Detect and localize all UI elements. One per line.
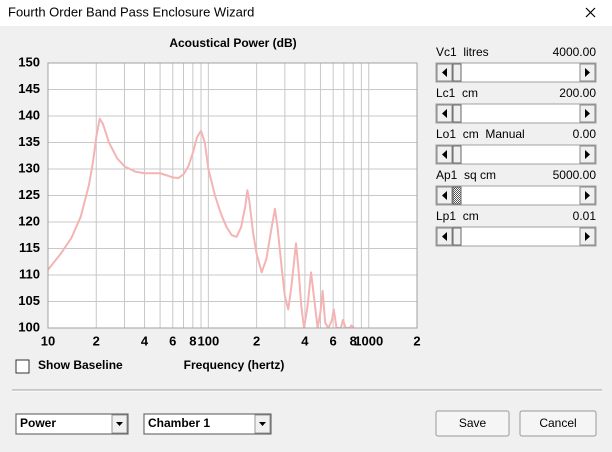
- chart-title: Acoustical Power (dB): [169, 36, 296, 50]
- arrow: [442, 191, 447, 200]
- x-tick-label: 2: [93, 333, 100, 348]
- x-tick-label: 6: [330, 333, 337, 348]
- slider[interactable]: [435, 185, 597, 206]
- dropdown-text[interactable]: Power: [20, 416, 56, 430]
- y-tick-label: 145: [18, 81, 40, 96]
- x-tick-label: 100: [198, 333, 220, 348]
- dropdown-box[interactable]: [143, 413, 272, 435]
- slider-thumb[interactable]: [452, 104, 462, 123]
- parameter-value: 4000.00: [553, 45, 597, 59]
- checkbox-label[interactable]: Show Baseline: [38, 358, 123, 372]
- arrow: [585, 191, 590, 200]
- slider[interactable]: [435, 62, 597, 83]
- x-tick-label: 10: [41, 333, 55, 348]
- arrow: [585, 68, 590, 77]
- arrow: [442, 68, 447, 77]
- y-tick-label: 140: [18, 107, 40, 122]
- y-tick-label: 115: [19, 240, 40, 255]
- y-tick-label: 135: [18, 134, 40, 149]
- y-tick-label: 110: [19, 266, 40, 281]
- arrow: [585, 109, 590, 118]
- arrow: [585, 232, 590, 241]
- plot-frame: [47, 62, 418, 329]
- y-tick-label: 150: [18, 54, 40, 69]
- slider-track[interactable]: [435, 226, 597, 247]
- dropdown-box[interactable]: [15, 413, 129, 435]
- x-tick-label: 8: [350, 333, 357, 348]
- parameter-label: Lo1 cm Manual: [436, 127, 525, 141]
- arrow: [442, 232, 447, 241]
- parameter-label: Ap1 sq cm: [436, 168, 496, 182]
- x-tick-label: 4: [141, 333, 149, 348]
- x-axis-label: Frequency (hertz): [184, 358, 285, 372]
- close-button[interactable]: [585, 7, 596, 18]
- slider-thumb[interactable]: [452, 227, 462, 246]
- y-tick-label: 100: [18, 319, 40, 334]
- x-tick-label: 6: [169, 333, 176, 348]
- slider-track[interactable]: [435, 62, 597, 83]
- y-tick-label: 125: [18, 187, 40, 202]
- y-tick-label: 105: [18, 293, 40, 308]
- dropdown-text[interactable]: Chamber 1: [148, 416, 210, 430]
- button-text[interactable]: Save: [459, 416, 487, 430]
- x-tick-label: 2: [413, 333, 420, 348]
- dropdown[interactable]: Chamber 1: [143, 413, 272, 435]
- checkbox[interactable]: [15, 359, 30, 374]
- dropdown[interactable]: Power: [15, 413, 129, 435]
- parameter-label: Lc1 cm: [436, 86, 478, 100]
- parameter-value: 0.01: [573, 209, 597, 223]
- button-text[interactable]: Cancel: [539, 416, 576, 430]
- x-tick-label: 1000: [354, 333, 383, 348]
- arrow: [442, 109, 447, 118]
- y-tick-label: 130: [18, 160, 40, 175]
- x-tick-label: 4: [301, 333, 309, 348]
- data-line: [48, 117, 355, 328]
- slider-thumb[interactable]: [452, 145, 462, 164]
- slider[interactable]: [435, 226, 597, 247]
- slider-track[interactable]: [435, 103, 597, 124]
- y-tick-label: 120: [18, 213, 40, 228]
- button-box[interactable]: [435, 410, 510, 437]
- arrow: [585, 150, 590, 159]
- arrow: [116, 422, 123, 426]
- slider-thumb[interactable]: [452, 63, 462, 82]
- slider-track[interactable]: [435, 185, 597, 206]
- slider[interactable]: [435, 144, 597, 165]
- button[interactable]: Save: [435, 410, 510, 437]
- window-title: Fourth Order Band Pass Enclosure Wizard: [8, 4, 254, 19]
- button[interactable]: Cancel: [519, 410, 597, 437]
- parameter-value: 0.00: [573, 127, 597, 141]
- parameter-value: 5000.00: [553, 168, 597, 182]
- slider-track[interactable]: [435, 144, 597, 165]
- slider[interactable]: [435, 103, 597, 124]
- button-box[interactable]: [519, 410, 597, 437]
- slider-thumb[interactable]: [452, 186, 462, 205]
- title-bar: [0, 0, 612, 26]
- x-tick-label: 2: [253, 333, 260, 348]
- x-tick-label: 8: [189, 333, 196, 348]
- arrow: [442, 150, 447, 159]
- parameter-value: 200.00: [559, 86, 596, 100]
- arrow: [259, 422, 266, 426]
- parameter-label: Lp1 cm: [436, 209, 479, 223]
- parameter-label: Vc1 litres: [436, 45, 489, 59]
